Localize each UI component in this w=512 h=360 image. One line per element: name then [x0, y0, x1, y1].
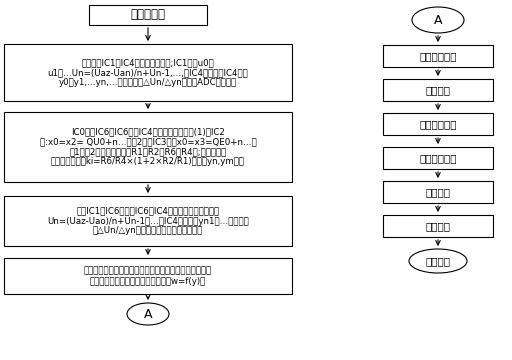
Text: 数据采集: 数据采集 — [425, 85, 451, 95]
Ellipse shape — [127, 303, 169, 325]
Text: 中:x0=x2= QU0+n…；（2）在IC3中：x0=x3=QE0+n…；: 中:x0=x2= QU0+n…；（2）在IC3中：x0=x3=QE0+n…； — [39, 138, 257, 147]
Bar — [383, 79, 493, 101]
Bar — [383, 147, 493, 169]
Text: 建立传感器输入物理量与输出电压的关系，对传感器进行: 建立传感器输入物理量与输出电压的关系，对传感器进行 — [84, 266, 212, 275]
Text: 显示模块: 显示模块 — [425, 187, 451, 197]
Text: 算△Un/△yn，检测数据放大器的线性度；: 算△Un/△yn，检测数据放大器的线性度； — [93, 226, 203, 235]
Text: u1、…Un=(Uaz-Uan)/n+Un-1,…,给IC4输入端，IC4输出: u1、…Un=(Uaz-Uan)/n+Un-1,…,给IC4输入端，IC4输出 — [48, 68, 248, 77]
Text: 数据处理模块: 数据处理模块 — [419, 119, 457, 129]
Bar — [4, 44, 292, 101]
Text: y0、y1,…yn,…；通过计算△Un/△yn，检测ADC线性度；: y0、y1,…yn,…；通过计算△Un/△yn，检测ADC线性度； — [59, 78, 237, 87]
Text: A: A — [144, 307, 152, 320]
Text: A: A — [434, 13, 442, 27]
Text: 数据拟合并进行函数变换，得出函数w=f(y)；: 数据拟合并进行函数变换，得出函数w=f(y)； — [90, 276, 206, 285]
Text: 其他处理: 其他处理 — [425, 256, 451, 266]
Text: 扫描键盘模块: 扫描键盘模块 — [419, 51, 457, 61]
Bar — [4, 196, 292, 246]
Bar — [4, 112, 292, 182]
Bar — [4, 258, 292, 294]
Text: 数据存储模块: 数据存储模块 — [419, 153, 457, 163]
Text: IC0接通IC6；IC6接通IC4；断开其他连接；(1)在IC2: IC0接通IC6；IC6接通IC4；断开其他连接；(1)在IC2 — [71, 128, 225, 137]
Bar — [89, 5, 207, 25]
Ellipse shape — [412, 7, 464, 33]
Ellipse shape — [409, 249, 467, 273]
Bar — [383, 45, 493, 67]
Text: 直接接通IC1和IC4，断开其他连接;IC1输出u0、: 直接接通IC1和IC4，断开其他连接;IC1输出u0、 — [81, 58, 215, 67]
Bar — [383, 113, 493, 135]
Bar — [383, 181, 493, 203]
Text: （1）（2）交叉循环调节R1、R2、R6、R4值;设置数据放: （1）（2）交叉循环调节R1、R2、R6、R4值;设置数据放 — [69, 147, 227, 156]
Text: 通信模块: 通信模块 — [425, 221, 451, 231]
Text: 系统初始化: 系统初始化 — [131, 9, 165, 22]
Text: 大器的放大倍数ki=R6/R4×(1+2×R2/R1)，检测yn,ym值；: 大器的放大倍数ki=R6/R4×(1+2×R2/R1)，检测yn,ym值； — [51, 157, 245, 166]
Text: Un=(Uaz-Uao)/n+Un-1，…，IC4对应输出yn1，…；通过计: Un=(Uaz-Uao)/n+Un-1，…，IC4对应输出yn1，…；通过计 — [47, 216, 249, 225]
Bar — [383, 215, 493, 237]
Text: 接通IC1和IC6；接通IC6和IC4；断开其它连接；输入: 接通IC1和IC6；接通IC6和IC4；断开其它连接；输入 — [76, 207, 220, 216]
